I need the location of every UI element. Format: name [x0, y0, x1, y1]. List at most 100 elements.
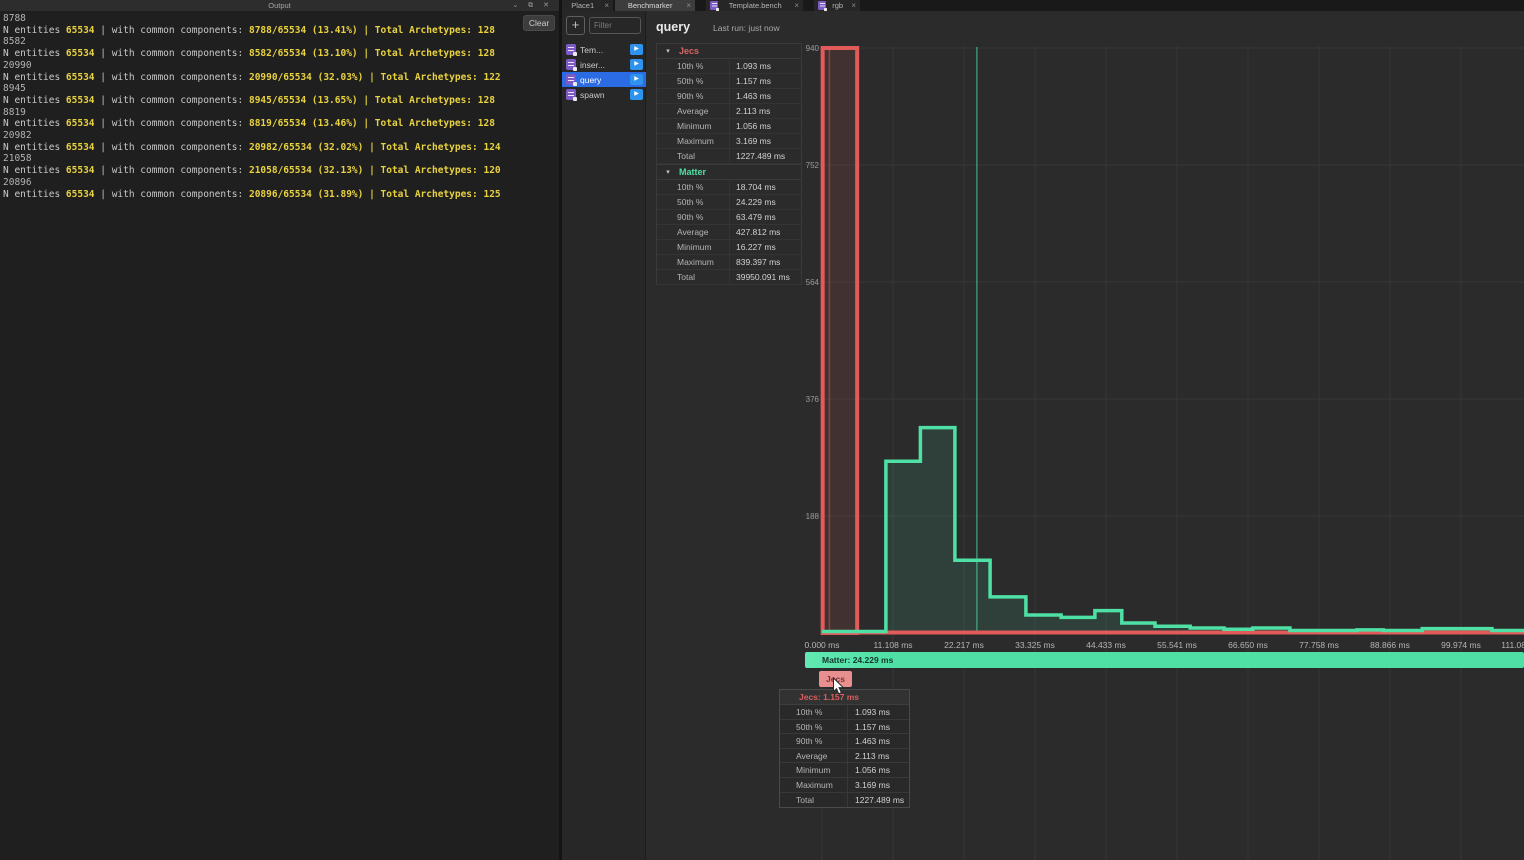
console-text-segment: 65534 [65, 48, 95, 60]
stat-label: Average [677, 106, 709, 116]
run-benchmark-button[interactable]: ▶ [630, 74, 643, 85]
tab-close-icon[interactable]: × [604, 1, 609, 10]
tab-close-icon[interactable]: × [851, 1, 856, 10]
console-text-segment: | with common components: [94, 165, 249, 177]
console-text-segment: N entities [3, 165, 66, 177]
tooltip-value: 1.157 ms [847, 719, 909, 734]
chevron-down-icon[interactable]: ▾ [666, 48, 670, 55]
console-text-segment: 65534 [65, 24, 95, 36]
svg-text:752: 752 [806, 161, 820, 170]
svg-text:88.866 ms: 88.866 ms [1370, 640, 1410, 650]
stat-row: Average 2.113 ms [657, 104, 801, 119]
run-benchmark-button[interactable]: ▶ [630, 44, 643, 55]
svg-text:22.217 ms: 22.217 ms [944, 640, 984, 650]
stat-row: Average 427.812 ms [657, 225, 801, 240]
tab-bar: Place1 × Benchmarker × Template.bench × rgb × [562, 0, 1524, 11]
console-entities-line: N entities 65534 | with common component… [3, 72, 555, 84]
tooltip-row: Minimum 1.056 ms [780, 763, 909, 778]
run-benchmark-button[interactable]: ▶ [630, 59, 643, 70]
stat-value: 1227.489 ms [729, 149, 801, 163]
console-text-segment: | Total Archetypes: 122 [363, 71, 501, 83]
tab-rgb[interactable]: rgb × [814, 0, 860, 11]
console-text-segment: | Total Archetypes: 120 [363, 165, 501, 177]
tab-place1[interactable]: Place1 × [562, 0, 613, 11]
clear-button[interactable]: Clear [523, 15, 555, 31]
stat-label: 10th % [677, 61, 704, 71]
console-entities-line: N entities 65534 | with common component… [3, 118, 555, 130]
tooltip-row: Maximum 3.169 ms [780, 777, 909, 793]
tooltip-label: Minimum [796, 765, 831, 776]
svg-text:111.08: 111.08 [1501, 640, 1524, 650]
output-window-icons: ⌄ ⧉ ✕ [512, 0, 553, 11]
tab-benchmarker[interactable]: Benchmarker × [615, 0, 695, 11]
console-text-segment: 20896/65534 (31.89%) [248, 188, 364, 200]
console-text-segment: 20982/65534 (32.02%) [248, 141, 364, 153]
tooltip-label: Total [796, 794, 814, 805]
stat-label: Average [677, 227, 709, 237]
add-benchmark-button[interactable]: + [566, 16, 585, 35]
tooltip-label: Maximum [796, 779, 833, 790]
console-entities-line: N entities 65534 | with common component… [3, 48, 555, 60]
console-text-segment: N entities [3, 94, 66, 106]
run-benchmark-button[interactable]: ▶ [630, 89, 643, 100]
matter-range-bar[interactable]: Matter: 24.229 ms [805, 652, 1524, 668]
console-text-segment: 65534 [65, 71, 95, 83]
console-entities-line: N entities 65534 | with common component… [3, 95, 555, 107]
console-text-segment: | with common components: [94, 94, 249, 106]
popout-icon[interactable]: ⧉ [528, 2, 538, 9]
stat-row: 50th % 1.157 ms [657, 74, 801, 89]
tooltip-title: Jecs: 1.157 ms [780, 690, 909, 705]
jecs-range-chip[interactable]: Jecs [819, 671, 852, 687]
tab-close-icon[interactable]: × [794, 1, 799, 10]
script-icon [566, 44, 577, 56]
console-count-line: 20982 [3, 130, 32, 142]
stats-section-header-jecs[interactable]: ▾ Jecs [657, 43, 801, 59]
sidebar-item-spawn[interactable]: spawn ▶ [562, 87, 646, 102]
tab-label: Template.bench [728, 1, 782, 10]
console-count-line: 8819 [3, 106, 26, 118]
console-text-segment: | Total Archetypes: 128 [357, 94, 495, 106]
console-text-segment: 65534 [65, 94, 95, 106]
sidebar-item-Tem[interactable]: Tem... ▶ [562, 42, 646, 57]
stats-table: ▾ Jecs 10th % 1.093 ms 50th % 1.157 ms 90th % 1… [656, 43, 802, 285]
filter-input[interactable] [589, 17, 641, 34]
script-icon [818, 1, 827, 11]
stat-row: 90th % 1.463 ms [657, 89, 801, 104]
stat-row: Minimum 16.227 ms [657, 240, 801, 255]
svg-text:11.108 ms: 11.108 ms [873, 640, 912, 650]
stat-value: 63.479 ms [729, 210, 801, 224]
tooltip-value: 1.093 ms [847, 705, 909, 719]
console-text-segment: 65534 [65, 165, 95, 177]
jecs-tooltip: Jecs: 1.157 ms 10th % 1.093 ms 50th % 1.157… [779, 689, 910, 809]
stat-value: 1.093 ms [729, 59, 801, 73]
script-icon [710, 1, 719, 11]
console-text-segment: N entities [3, 24, 66, 36]
chevron-down-icon[interactable]: ▾ [666, 169, 670, 176]
tooltip-label: 50th % [796, 721, 823, 732]
console-entities-line: N entities 65534 | with common component… [3, 142, 555, 154]
svg-text:66.650 ms: 66.650 ms [1228, 640, 1268, 650]
stat-label: Minimum [677, 242, 712, 252]
benchmark-title: query [656, 20, 691, 34]
sidebar-item-query[interactable]: query ▶ [562, 72, 646, 87]
collapse-icon[interactable]: ⌄ [512, 2, 523, 9]
tab-template-bench[interactable]: Template.bench × [706, 0, 803, 11]
histogram-chart[interactable]: 188 376 564 752 940 0.000 ms 11.108 ms 22.217 m… [800, 39, 1524, 860]
stat-value: 3.169 ms [729, 134, 801, 148]
stats-section-name: Matter [679, 167, 707, 177]
stat-label: 90th % [677, 212, 704, 222]
console-text-segment: N entities [3, 71, 66, 83]
console-text-segment: | Total Archetypes: 128 [357, 48, 495, 60]
stat-label: 50th % [677, 76, 704, 86]
close-icon[interactable]: ✕ [543, 2, 553, 9]
output-console[interactable]: 8788 N entities 65534 | with common compo… [3, 13, 555, 200]
stat-value: 24.229 ms [729, 195, 801, 209]
tab-close-icon[interactable]: × [686, 1, 691, 10]
stats-section-header-matter[interactable]: ▾ Matter [657, 164, 801, 180]
tooltip-value: 1.056 ms [847, 763, 909, 777]
console-count-line: 8582 [3, 36, 26, 48]
tooltip-row: 10th % 1.093 ms [780, 705, 909, 720]
sidebar-item-inser[interactable]: inser... ▶ [562, 57, 646, 72]
stat-row: Total 1227.489 ms [657, 149, 801, 164]
svg-text:376: 376 [806, 395, 820, 404]
